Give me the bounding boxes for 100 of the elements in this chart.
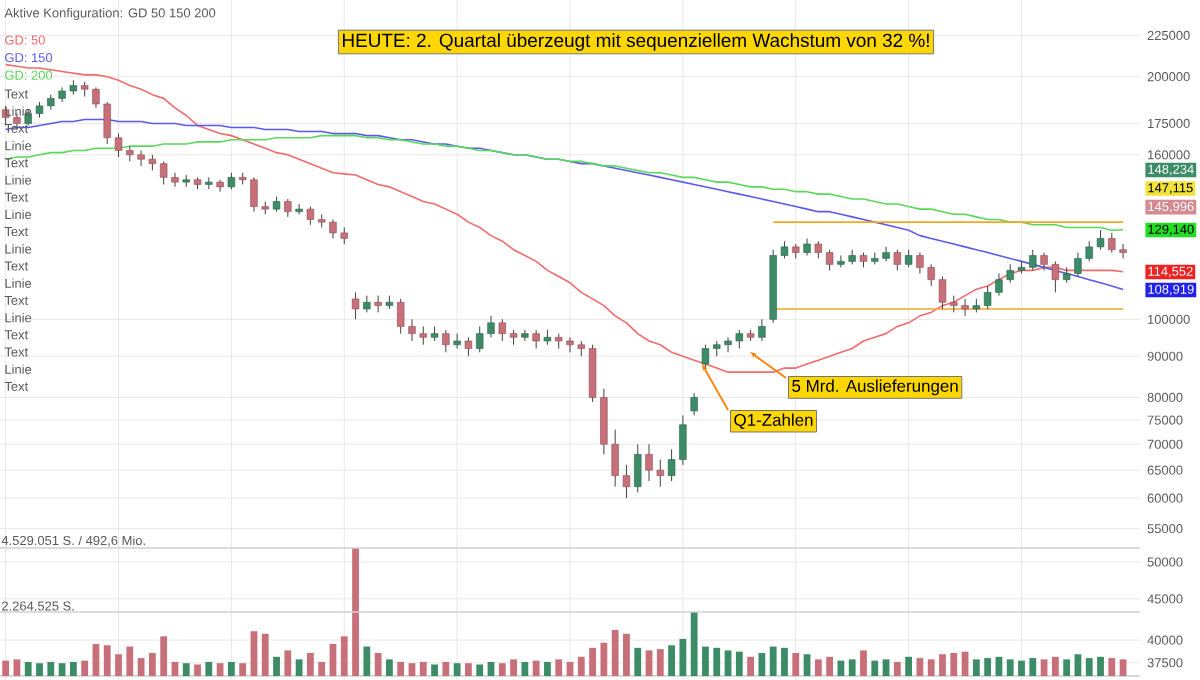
bar bbox=[1097, 656, 1104, 676]
bar bbox=[724, 650, 732, 676]
bar bbox=[1051, 656, 1059, 676]
bar bbox=[690, 612, 698, 676]
bar bbox=[352, 548, 359, 676]
candlestick bbox=[442, 329, 450, 353]
bar bbox=[656, 649, 664, 676]
bar bbox=[1085, 658, 1093, 676]
bar bbox=[273, 656, 280, 676]
annotation: HEUTE: 2. Quartal überzeugt mit sequenziellem Wachstum von 32 %! bbox=[342, 33, 929, 51]
bar bbox=[47, 661, 55, 676]
bar bbox=[950, 652, 958, 676]
candlestick bbox=[498, 318, 506, 342]
bar bbox=[860, 650, 867, 676]
bar bbox=[747, 656, 754, 676]
bar bbox=[239, 663, 247, 676]
bar bbox=[81, 660, 89, 676]
candlestick bbox=[893, 249, 902, 271]
bar bbox=[1108, 658, 1116, 676]
bar bbox=[160, 636, 168, 676]
bar bbox=[194, 664, 201, 676]
bar bbox=[668, 645, 675, 676]
bar bbox=[781, 647, 788, 676]
bar bbox=[453, 663, 461, 676]
bar bbox=[611, 629, 619, 676]
bar bbox=[261, 633, 269, 676]
bar bbox=[36, 663, 43, 676]
bar bbox=[679, 638, 687, 676]
bar bbox=[284, 650, 292, 676]
bar bbox=[408, 663, 416, 676]
bar bbox=[1006, 659, 1014, 676]
bar bbox=[115, 654, 122, 676]
candlestick bbox=[306, 206, 315, 226]
bar bbox=[589, 647, 596, 676]
bar bbox=[848, 659, 856, 676]
bar bbox=[205, 661, 213, 676]
bar bbox=[634, 647, 642, 676]
bar bbox=[702, 646, 709, 676]
bar bbox=[363, 646, 371, 676]
bar bbox=[148, 652, 156, 676]
bar bbox=[397, 661, 405, 676]
bar bbox=[814, 659, 822, 676]
bar bbox=[216, 663, 224, 676]
annotation: Q1-Zahlen bbox=[734, 413, 813, 429]
bar bbox=[713, 647, 721, 676]
bar bbox=[927, 659, 935, 676]
bar bbox=[295, 659, 303, 676]
candlestick bbox=[532, 329, 540, 350]
bar bbox=[13, 659, 21, 676]
bar bbox=[532, 660, 540, 676]
bar bbox=[893, 661, 901, 676]
candlestick bbox=[758, 318, 766, 342]
bar bbox=[1029, 658, 1037, 676]
bar bbox=[307, 652, 314, 676]
bar bbox=[510, 659, 517, 676]
candlestick bbox=[464, 336, 473, 357]
candlestick bbox=[634, 443, 642, 493]
bar bbox=[871, 660, 879, 676]
bar bbox=[905, 656, 913, 676]
bar bbox=[984, 658, 992, 676]
bar bbox=[24, 661, 32, 676]
bar bbox=[442, 661, 450, 676]
bar bbox=[103, 645, 111, 676]
candlestick bbox=[351, 291, 360, 320]
bar bbox=[521, 661, 529, 676]
bar bbox=[1018, 660, 1025, 676]
bar bbox=[476, 664, 484, 676]
bar bbox=[735, 651, 743, 676]
bar bbox=[126, 646, 134, 676]
annotation: 5 Mrd. Auslieferungen bbox=[792, 379, 958, 396]
bar bbox=[826, 656, 834, 676]
bar bbox=[419, 661, 427, 676]
bar bbox=[227, 661, 235, 676]
bar bbox=[431, 664, 438, 676]
candlestick bbox=[453, 333, 461, 350]
bar bbox=[465, 663, 472, 676]
bar bbox=[792, 652, 800, 676]
candlestick bbox=[803, 237, 811, 256]
bar bbox=[386, 659, 393, 676]
bar bbox=[318, 661, 326, 676]
bar bbox=[58, 663, 66, 676]
bar bbox=[374, 652, 382, 676]
bar bbox=[69, 661, 77, 676]
bar bbox=[544, 661, 551, 676]
bar bbox=[645, 650, 653, 676]
bar bbox=[769, 646, 777, 676]
bar bbox=[2, 660, 10, 676]
bar bbox=[600, 642, 608, 676]
bar bbox=[340, 636, 348, 676]
bar bbox=[1063, 659, 1071, 676]
bar bbox=[882, 659, 890, 676]
bar bbox=[1040, 659, 1048, 676]
bar bbox=[182, 663, 190, 676]
bar bbox=[498, 663, 506, 676]
bar bbox=[555, 659, 563, 676]
bar bbox=[577, 656, 585, 676]
bar bbox=[1119, 659, 1127, 676]
candlestick bbox=[690, 392, 698, 416]
bar bbox=[623, 633, 630, 676]
bar bbox=[972, 659, 980, 676]
